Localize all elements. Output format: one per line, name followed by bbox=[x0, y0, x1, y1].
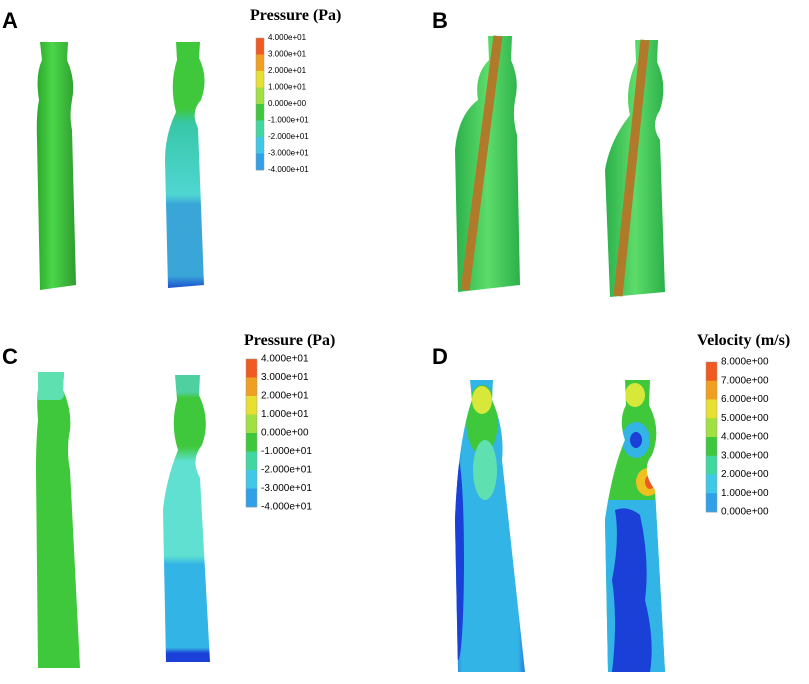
colorbar-label: -4.000e+01 bbox=[268, 165, 309, 174]
colorbar-title: Velocity (m/s) bbox=[697, 332, 790, 349]
colorbar-label: 3.000e+01 bbox=[261, 372, 309, 383]
colorbar-label: -2.000e+01 bbox=[261, 465, 312, 476]
colorbar-label: 4.000e+01 bbox=[261, 354, 309, 365]
colorbar-swatch bbox=[246, 359, 257, 378]
colorbar-label: 6.000e+00 bbox=[721, 394, 769, 405]
colorbar-swatch bbox=[256, 104, 264, 121]
colorbar-label: -4.000e+01 bbox=[261, 502, 312, 513]
colorbar-label: 1.000e+01 bbox=[261, 409, 309, 420]
colorbar-label: 4.000e+01 bbox=[268, 33, 307, 42]
colorbar-swatch bbox=[246, 470, 257, 489]
colorbar-swatch bbox=[256, 38, 264, 55]
colorbar-label: 7.000e+00 bbox=[721, 375, 769, 386]
colorbar-label: 2.000e+00 bbox=[721, 469, 769, 480]
colorbar-label: 5.000e+00 bbox=[721, 413, 769, 424]
colorbar-swatch bbox=[246, 488, 257, 508]
colorbar-swatch bbox=[706, 418, 717, 438]
colorbar-label: 3.000e+00 bbox=[721, 450, 769, 461]
colorbar-swatch bbox=[706, 493, 717, 513]
colorbar-swatch bbox=[246, 377, 257, 397]
stripe bbox=[460, 35, 503, 291]
vessel-region bbox=[38, 372, 64, 400]
colorbar-label: 1.000e+01 bbox=[268, 83, 307, 92]
vessel bbox=[163, 375, 210, 662]
colorbar-label: -3.000e+01 bbox=[268, 149, 309, 158]
colorbar-label: 4.000e+00 bbox=[721, 432, 769, 443]
colorbar-label: 3.000e+01 bbox=[268, 50, 307, 59]
colorbar-swatch bbox=[246, 451, 257, 471]
colorbar-swatch bbox=[256, 87, 264, 105]
colorbar-label: 1.000e+00 bbox=[721, 488, 769, 499]
colorbar-frame bbox=[245, 358, 258, 508]
colorbar: 4.000e+01 3.000e+01 2.000e+01 1.000e+01 0.00… bbox=[245, 354, 312, 513]
colorbar-label: -2.000e+01 bbox=[268, 132, 309, 141]
colorbar-swatch bbox=[246, 414, 257, 434]
colorbar-label: 2.000e+01 bbox=[268, 66, 307, 75]
colorbar-swatch bbox=[246, 433, 257, 452]
colorbar-label: 0.000e+00 bbox=[268, 99, 307, 108]
colorbar-label: 0.000e+00 bbox=[261, 428, 309, 439]
colorbar-label: -1.000e+01 bbox=[268, 116, 309, 125]
colorbar-frame bbox=[705, 361, 718, 513]
colorbar-label: 0.000e+00 bbox=[721, 507, 769, 518]
vessel bbox=[605, 380, 665, 672]
stripe bbox=[613, 39, 650, 297]
colorbar: 8.000e+00 7.000e+00 6.000e+00 5.000e+00 4.00… bbox=[705, 357, 769, 518]
colorbar-swatch bbox=[256, 120, 264, 138]
colorbar-swatch bbox=[256, 137, 264, 154]
panel-label: D bbox=[432, 344, 448, 369]
vessel bbox=[36, 372, 80, 668]
colorbar-label: 2.000e+01 bbox=[261, 391, 309, 402]
vessel bbox=[455, 36, 520, 292]
colorbar-swatch bbox=[256, 71, 264, 88]
vessel bbox=[455, 380, 525, 672]
colorbar-swatch bbox=[706, 474, 717, 494]
colorbar-swatch bbox=[706, 380, 717, 400]
vessel bbox=[165, 42, 205, 288]
panel-label: A bbox=[2, 8, 18, 33]
colorbar: 4.000e+01 3.000e+01 2.000e+01 1.000e+01 0.00… bbox=[255, 33, 309, 174]
colorbar-swatch bbox=[256, 153, 264, 171]
colorbar-title: Pressure (Pa) bbox=[250, 7, 341, 24]
colorbar-swatch bbox=[706, 362, 717, 382]
colorbar-swatch bbox=[256, 54, 264, 72]
vessel bbox=[36, 42, 76, 290]
colorbar-swatch bbox=[246, 396, 257, 415]
colorbar-frame bbox=[255, 37, 265, 171]
colorbar-title: Pressure (Pa) bbox=[244, 332, 335, 349]
colorbar-swatch bbox=[706, 455, 717, 475]
colorbar-swatch bbox=[706, 399, 717, 419]
panel-label: B bbox=[432, 8, 448, 33]
colorbar-label: -3.000e+01 bbox=[261, 483, 312, 494]
colorbar-label: -1.000e+01 bbox=[261, 446, 312, 457]
colorbar-label: 8.000e+00 bbox=[721, 357, 769, 368]
panel-label: C bbox=[2, 344, 18, 369]
colorbar-swatch bbox=[706, 437, 717, 457]
